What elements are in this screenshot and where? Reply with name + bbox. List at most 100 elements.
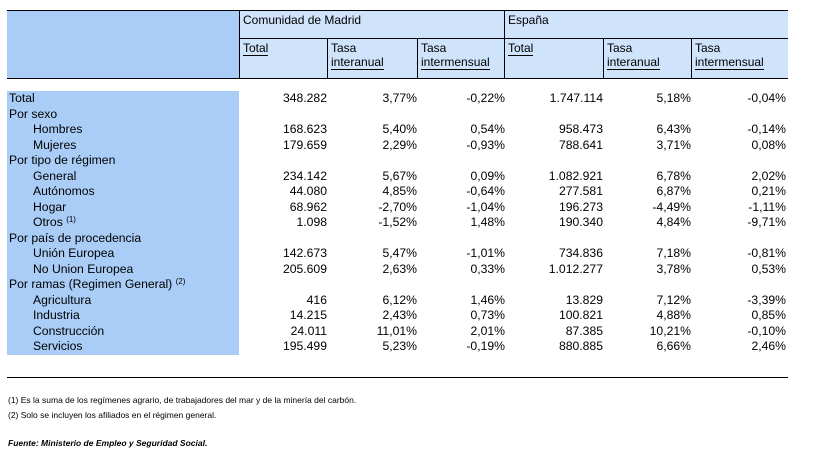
cell-value: 2,46% [751, 339, 786, 353]
cell-value: 416 [306, 292, 327, 307]
row-label: Por país de procedencia [7, 230, 239, 246]
header-line: intermensual [421, 55, 490, 70]
cell-value: 195.499 [282, 339, 327, 353]
cell-value: 68.962 [289, 199, 327, 214]
cell-value: 1,48% [470, 215, 505, 229]
table-row: No Union Europea 205.609 2,63% 0,33% 1.012.2… [7, 261, 788, 277]
cell-value: -0,81% [747, 246, 786, 260]
cell-value: 7,12% [656, 292, 691, 307]
row-label: Mujeres [7, 137, 239, 153]
header-line: Total [243, 41, 269, 56]
row-label-text: Industria [33, 308, 80, 322]
cell-value: -2,70% [378, 199, 417, 214]
table-row: Por ramas (Regimen General) (2) [7, 277, 788, 293]
cell-value: 880.885 [558, 339, 603, 353]
cell-value: 2,29% [382, 137, 417, 152]
cell-value: 0,33% [470, 261, 505, 276]
cell-value: 14.215 [289, 308, 327, 322]
row-label-text: Hogar [33, 199, 67, 214]
row-label-text: General [33, 168, 77, 183]
header-line: Tasa [695, 41, 721, 55]
cell-value: 2,01% [470, 323, 505, 338]
cell-value: 11,01% [376, 323, 417, 338]
row-label-text: Servicios [33, 339, 83, 353]
header-line: Tasa [331, 41, 357, 55]
footnote-marker: (2) [175, 277, 186, 286]
row-label-text: Por sexo [9, 106, 58, 121]
cell-value: 0,53% [751, 261, 786, 276]
table-row: Por tipo de régimen [7, 153, 788, 169]
row-label-text: Construcción [33, 323, 105, 338]
cell-value: 6,66% [656, 339, 691, 353]
table-row: Hogar 68.962 -2,70% -1,04% 196.273 -4,49% -1,1… [7, 199, 788, 215]
cell-value: 734.836 [558, 246, 603, 260]
cell-value: 190.340 [558, 215, 603, 229]
cell-value: 168.623 [282, 122, 327, 136]
cell-value: -0,14% [747, 122, 786, 136]
cell-value: 10,21% [649, 323, 691, 338]
row-label-text: Por ramas (Regimen General) [9, 277, 173, 291]
cell-value: 1.747.114 [549, 91, 603, 105]
footnote-2: (2) Solo se incluyen los afiliados en el… [8, 410, 217, 420]
cell-value: 179.659 [282, 137, 327, 152]
cell-value: 205.609 [282, 261, 327, 276]
row-label-text: Autónomos [33, 184, 95, 198]
cell-value: 5,40% [382, 122, 417, 136]
table-row: Por país de procedencia [7, 230, 788, 246]
table-row: General 234.142 5,67% 0,09% 1.082.921 6,78% 2,… [7, 168, 788, 184]
header-group-espana: España [504, 11, 788, 39]
row-label: Por ramas (Regimen General) (2) [7, 277, 239, 293]
row-label-text: Hombres [33, 122, 83, 136]
cell-value: 4,88% [656, 308, 691, 322]
header-madrid-intermensual: Tasa intermensual [417, 39, 504, 78]
cell-value: 5,23% [382, 339, 417, 353]
cell-value: 234.142 [282, 168, 327, 183]
cell-value: 0,21% [751, 184, 786, 198]
cell-value: 0,09% [470, 168, 505, 183]
row-label-text: No Union Europea [33, 261, 134, 276]
cell-value: 0,54% [470, 122, 505, 136]
row-label: Por tipo de régimen [7, 153, 239, 169]
cell-value: 87.385 [565, 323, 603, 338]
table-row: Servicios 195.499 5,23% -0,19% 880.885 6,66% 2… [7, 339, 788, 355]
cell-value: 348.282 [282, 91, 327, 105]
cell-value: -0,64% [466, 184, 505, 198]
header-line: Total [508, 41, 534, 56]
row-label: Construcción [7, 323, 239, 339]
footnote-1: (1) Es la suma de los regímenes agrario,… [8, 395, 357, 405]
cell-value: 3,77% [382, 91, 417, 105]
table-row: Autónomos 44.080 4,85% -0,64% 277.581 6,87% 0,… [7, 184, 788, 200]
cell-value: 1.012.277 [548, 261, 603, 276]
cell-value: -0,10% [747, 323, 786, 338]
table-row: Agricultura 416 6,12% 1,46% 13.829 7,12% -3,39… [7, 292, 788, 308]
table-header: Comunidad de Madrid España Total Tasa in… [7, 10, 788, 79]
header-madrid-total: Total [239, 39, 327, 78]
row-label-text: Por país de procedencia [9, 230, 142, 245]
cell-value: 44.080 [289, 184, 327, 198]
row-label: Total [7, 91, 239, 107]
footer-rule [7, 377, 788, 378]
cell-value: 5,67% [382, 168, 417, 183]
header-line: interanual [331, 55, 384, 70]
header-line: interanual [607, 55, 660, 70]
cell-value: -0,93% [466, 137, 505, 152]
cell-value: 196.273 [558, 199, 603, 214]
source-note: Fuente: Ministerio de Empleo y Seguridad… [8, 438, 208, 448]
footnote-marker: (1) [66, 215, 76, 224]
cell-value: 100.821 [558, 308, 603, 322]
cell-value: 1.082.921 [548, 168, 603, 183]
cell-value: 4,85% [382, 184, 417, 198]
header-line: intermensual [695, 55, 764, 70]
cell-value: 2,63% [382, 261, 417, 276]
table-row: Otros (1) 1.098 -1,52% 1,48% 190.340 4,84% -9,… [7, 215, 788, 231]
cell-value: 0,85% [751, 308, 786, 322]
cell-value: 3,71% [656, 137, 691, 152]
cell-value: 3,78% [656, 261, 691, 276]
cell-value: 277.581 [558, 184, 603, 198]
cell-value: 6,87% [656, 184, 691, 198]
header-line: Tasa [607, 41, 633, 55]
cell-value: 2,43% [382, 308, 417, 322]
table-row: Mujeres 179.659 2,29% -0,93% 788.641 3,71% 0,0… [7, 137, 788, 153]
cell-value: 5,18% [656, 91, 691, 105]
header-espana-intermensual: Tasa intermensual [691, 39, 788, 78]
